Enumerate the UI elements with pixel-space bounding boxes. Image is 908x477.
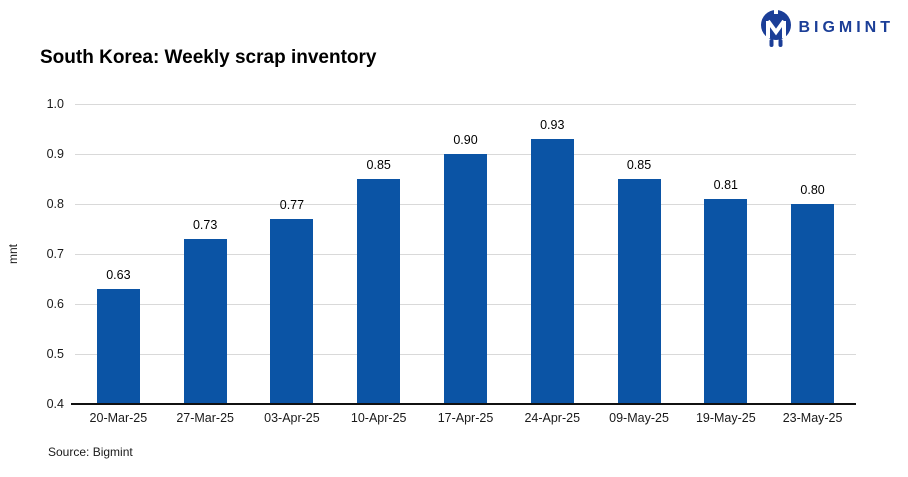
bar-value-label: 0.93: [540, 118, 565, 132]
bar: [530, 139, 574, 404]
x-tick-label: 09-May-25: [609, 411, 669, 425]
y-tick-label: 0.4: [46, 397, 64, 411]
x-tick-label: 20-Mar-25: [89, 411, 148, 425]
bar-value-label: 0.63: [106, 268, 131, 282]
source-note: Source: Bigmint: [48, 445, 133, 459]
y-tick-label: 0.8: [46, 197, 64, 211]
x-tick-label: 03-Apr-25: [264, 411, 320, 425]
x-tick-label: 24-Apr-25: [524, 411, 581, 425]
bar: [704, 199, 748, 404]
x-tick-label: 17-Apr-25: [437, 411, 494, 425]
bar-value-label: 0.80: [800, 183, 825, 197]
bar-value-label: 0.85: [626, 158, 652, 172]
bar: [183, 239, 227, 404]
bar: [617, 179, 661, 404]
bar-value-label: 0.81: [713, 178, 738, 192]
bar-value-label: 0.85: [366, 158, 391, 172]
x-tick-label: 19-May-25: [695, 411, 756, 425]
gridline: [75, 104, 856, 105]
y-tick-label: 1.0: [46, 97, 64, 111]
bar-chart: [71, 104, 856, 405]
bar: [791, 204, 835, 404]
x-axis-line: [71, 403, 856, 405]
y-tick-label: 0.9: [46, 147, 64, 161]
bigmint-logo-icon: [759, 8, 793, 48]
bar: [270, 219, 314, 404]
y-tick-label: 0.6: [46, 297, 64, 311]
bar: [444, 154, 487, 404]
x-tick-label: 10-Apr-25: [350, 411, 407, 425]
bar: [96, 289, 140, 404]
bar: [357, 179, 401, 404]
bar-value-label: 0.73: [192, 218, 218, 232]
brand-logo: BIGMINT: [759, 8, 894, 48]
brand-name: BIGMINT: [798, 19, 894, 36]
y-tick-label: 0.7: [46, 247, 64, 261]
y-tick-label: 0.5: [46, 347, 64, 361]
page-title: South Korea: Weekly scrap inventory: [40, 47, 377, 68]
bar-value-label: 0.90: [453, 133, 478, 147]
x-tick-label: 23-May-25: [782, 411, 843, 425]
x-tick-label: 27-Mar-25: [176, 411, 234, 425]
bar-value-label: 0.77: [279, 198, 305, 212]
